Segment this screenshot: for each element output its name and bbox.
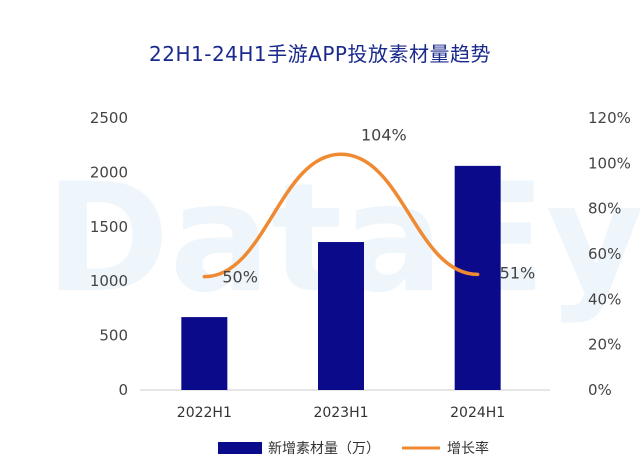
growth-data-label: 50% [222, 268, 258, 287]
growth-line [202, 152, 480, 279]
y-left-tick-label: 1500 [90, 218, 128, 236]
legend-line-label: 增长率 [447, 440, 489, 457]
bar-series [181, 165, 501, 390]
y-left-tick-label: 500 [99, 327, 128, 345]
legend-bar-swatch [218, 442, 262, 454]
bar-2024H1 [454, 165, 501, 390]
right-axis: 0% 20% 40% 60% 80% 100% 120% [588, 109, 631, 399]
y-right-tick-label: 20% [588, 336, 621, 354]
growth-data-label: 51% [500, 263, 536, 282]
y-left-tick-label: 2000 [90, 163, 128, 181]
y-right-tick-label: 120% [588, 109, 631, 127]
y-right-tick-label: 60% [588, 245, 621, 263]
growth-data-label: 104% [361, 125, 407, 144]
y-right-tick-label: 0% [588, 381, 612, 399]
y-right-tick-label: 100% [588, 154, 631, 172]
y-left-tick-label: 2500 [90, 109, 128, 127]
left-axis: 0 500 1000 1500 2000 2500 [90, 109, 128, 399]
growth-line-series: 50% 104% 51% [202, 125, 536, 287]
legend: 新增素材量（万） 增长率 [218, 440, 489, 457]
x-tick-label: 2022H1 [177, 405, 232, 421]
chart-title: 22H1-24H1手游APP投放素材量趋势 [149, 42, 491, 66]
y-left-tick-label: 1000 [90, 272, 128, 290]
bar-2022H1 [181, 317, 228, 390]
x-tick-label: 2023H1 [313, 405, 368, 421]
legend-bar-label: 新增素材量（万） [268, 441, 380, 457]
y-right-tick-label: 80% [588, 200, 621, 218]
x-tick-label: 2024H1 [450, 405, 505, 421]
x-axis-labels: 2022H1 2023H1 2024H1 [177, 405, 505, 421]
y-right-tick-label: 40% [588, 290, 621, 308]
y-left-tick-label: 0 [118, 381, 128, 399]
bar-2023H1 [318, 242, 364, 390]
